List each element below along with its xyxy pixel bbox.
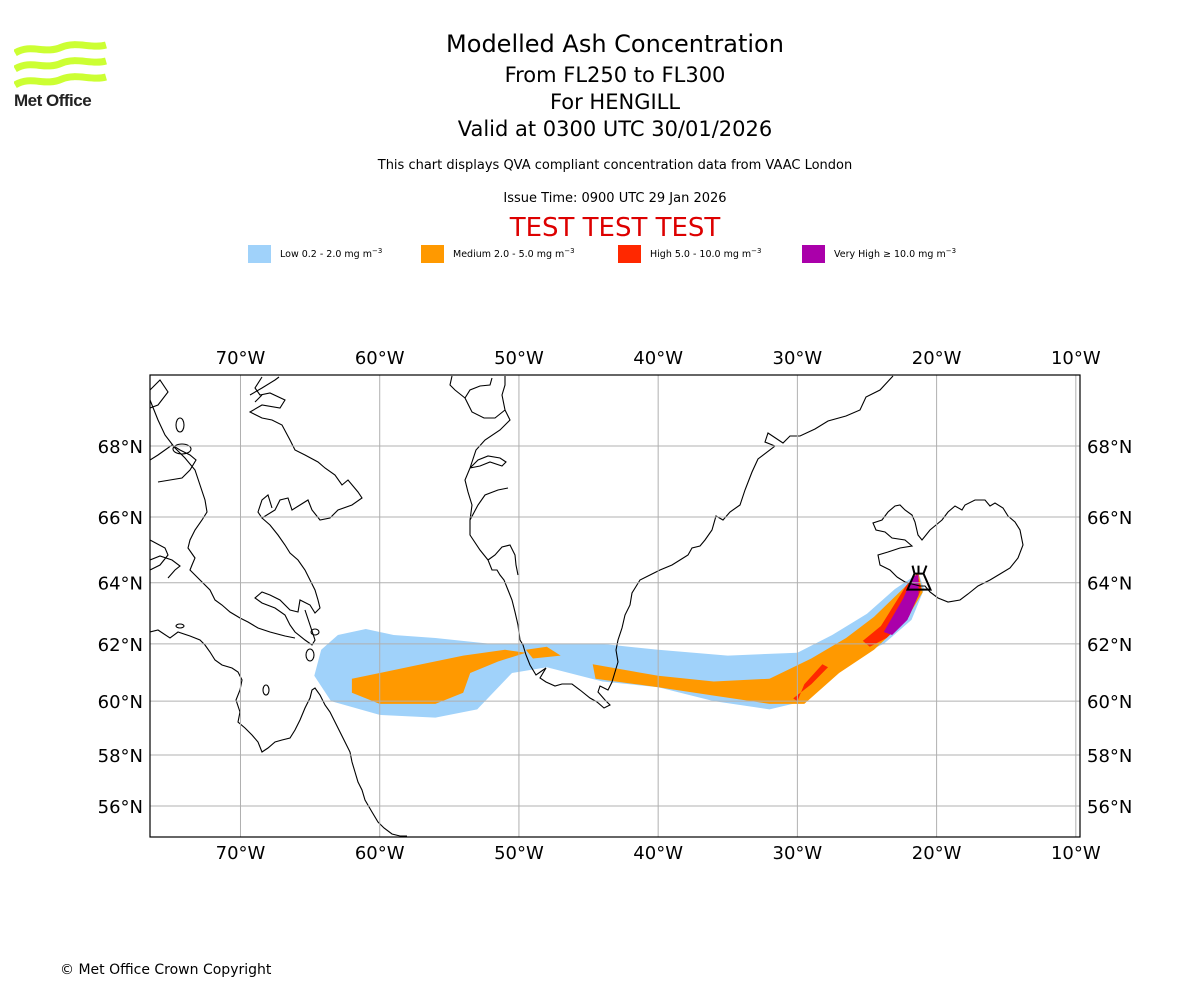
legend-item-low: Low 0.2 - 2.0 mg m−3 bbox=[248, 244, 382, 264]
lat-tick-label-left: 60°N bbox=[98, 692, 143, 713]
legend-item-very-high: Very High ≥ 10.0 mg m−3 bbox=[802, 244, 956, 264]
lon-tick-label-top: 20°W bbox=[912, 348, 962, 369]
lon-tick-label-top: 40°W bbox=[633, 348, 683, 369]
legend-swatch-high bbox=[618, 245, 641, 263]
legend-swatch-low bbox=[248, 245, 271, 263]
lat-tick-label-left: 62°N bbox=[98, 635, 143, 656]
valid-time: Valid at 0300 UTC 30/01/2026 bbox=[457, 117, 773, 141]
legend-label-medium: Medium 2.0 - 5.0 mg m−3 bbox=[453, 247, 575, 261]
lat-tick-label-right: 64°N bbox=[1087, 574, 1132, 595]
lat-tick-label-right: 58°N bbox=[1087, 746, 1132, 767]
lon-tick-label-top: 30°W bbox=[773, 348, 823, 369]
island-2 bbox=[175, 417, 185, 433]
lat-tick-label-right: 56°N bbox=[1087, 797, 1132, 818]
lon-tick-label-bottom: 30°W bbox=[773, 843, 823, 864]
lon-tick-label-bottom: 40°W bbox=[633, 843, 683, 864]
legend-label-very-high: Very High ≥ 10.0 mg m−3 bbox=[834, 247, 957, 261]
lon-tick-label-top: 10°W bbox=[1051, 348, 1101, 369]
lon-tick-label-bottom: 50°W bbox=[494, 843, 544, 864]
lon-tick-label-top: 70°W bbox=[216, 348, 266, 369]
legend-item-high: High 5.0 - 10.0 mg m−3 bbox=[618, 244, 762, 264]
axis-ticks: 70°W 70°W 60°W 60°W 50°W 50°W 40°W 40°W 30°W 30°W… bbox=[98, 348, 1133, 864]
lat-tick-label-left: 58°N bbox=[98, 746, 143, 767]
volcano-icon bbox=[905, 565, 933, 591]
legend-label-high: High 5.0 - 10.0 mg m−3 bbox=[650, 247, 762, 261]
coastline-greenland-east bbox=[519, 375, 894, 709]
lon-tick-label-bottom: 10°W bbox=[1051, 843, 1101, 864]
legend-swatch-medium bbox=[421, 245, 444, 263]
copyright: © Met Office Crown Copyright bbox=[60, 962, 272, 978]
lat-tick-label-left: 64°N bbox=[98, 574, 143, 595]
lon-tick-label-top: 50°W bbox=[494, 348, 544, 369]
island-6 bbox=[175, 623, 185, 629]
lat-tick-label-left: 68°N bbox=[98, 437, 143, 458]
coastline-baffin-island-north bbox=[249, 376, 280, 403]
island-4 bbox=[310, 628, 320, 636]
lon-tick-label-bottom: 60°W bbox=[355, 843, 405, 864]
coastline-canada-northwest bbox=[150, 379, 407, 837]
island-1 bbox=[172, 443, 192, 455]
ash-region-high bbox=[793, 664, 828, 702]
logo-text: Met Office bbox=[14, 91, 92, 110]
volcano-name: For HENGILL bbox=[549, 90, 681, 114]
met-office-logo-icon bbox=[14, 41, 107, 89]
coastline-canada-interior bbox=[150, 399, 296, 639]
legend-item-medium: Medium 2.0 - 5.0 mg m−3 bbox=[421, 244, 575, 264]
coastline-iceland bbox=[872, 499, 1024, 603]
legend-swatch-very-high bbox=[802, 245, 825, 263]
lat-tick-label-right: 66°N bbox=[1087, 508, 1132, 529]
ash-concentration-layer bbox=[314, 573, 925, 718]
lat-tick-label-right: 68°N bbox=[1087, 437, 1132, 458]
island-5 bbox=[305, 648, 315, 662]
ash-region-medium-2 bbox=[525, 646, 561, 659]
chart-description: This chart displays QVA compliant concen… bbox=[377, 158, 853, 173]
lat-tick-label-left: 66°N bbox=[98, 508, 143, 529]
lon-tick-label-bottom: 70°W bbox=[216, 843, 266, 864]
lon-tick-label-bottom: 20°W bbox=[912, 843, 962, 864]
coastline-greenland-west bbox=[449, 375, 521, 641]
lat-tick-label-left: 56°N bbox=[98, 797, 143, 818]
test-banner: TEST TEST TEST bbox=[509, 213, 721, 243]
ash-region-medium-3 bbox=[592, 573, 923, 704]
island-3 bbox=[262, 684, 270, 696]
coastline-baffin-island bbox=[248, 376, 363, 646]
lon-tick-label-top: 60°W bbox=[355, 348, 405, 369]
graticule bbox=[150, 375, 1080, 837]
volcano-plume bbox=[911, 565, 928, 574]
map-frame bbox=[149, 374, 1081, 838]
lat-tick-label-right: 60°N bbox=[1087, 692, 1132, 713]
legend-label-low: Low 0.2 - 2.0 mg m−3 bbox=[280, 247, 383, 261]
flight-levels: From FL250 to FL300 bbox=[504, 63, 726, 87]
coastlines bbox=[150, 375, 1024, 837]
lat-tick-label-right: 62°N bbox=[1087, 635, 1132, 656]
chart-title: Modelled Ash Concentration bbox=[446, 30, 784, 58]
ash-region-medium bbox=[351, 649, 526, 704]
issue-time: Issue Time: 0900 UTC 29 Jan 2026 bbox=[503, 191, 727, 206]
